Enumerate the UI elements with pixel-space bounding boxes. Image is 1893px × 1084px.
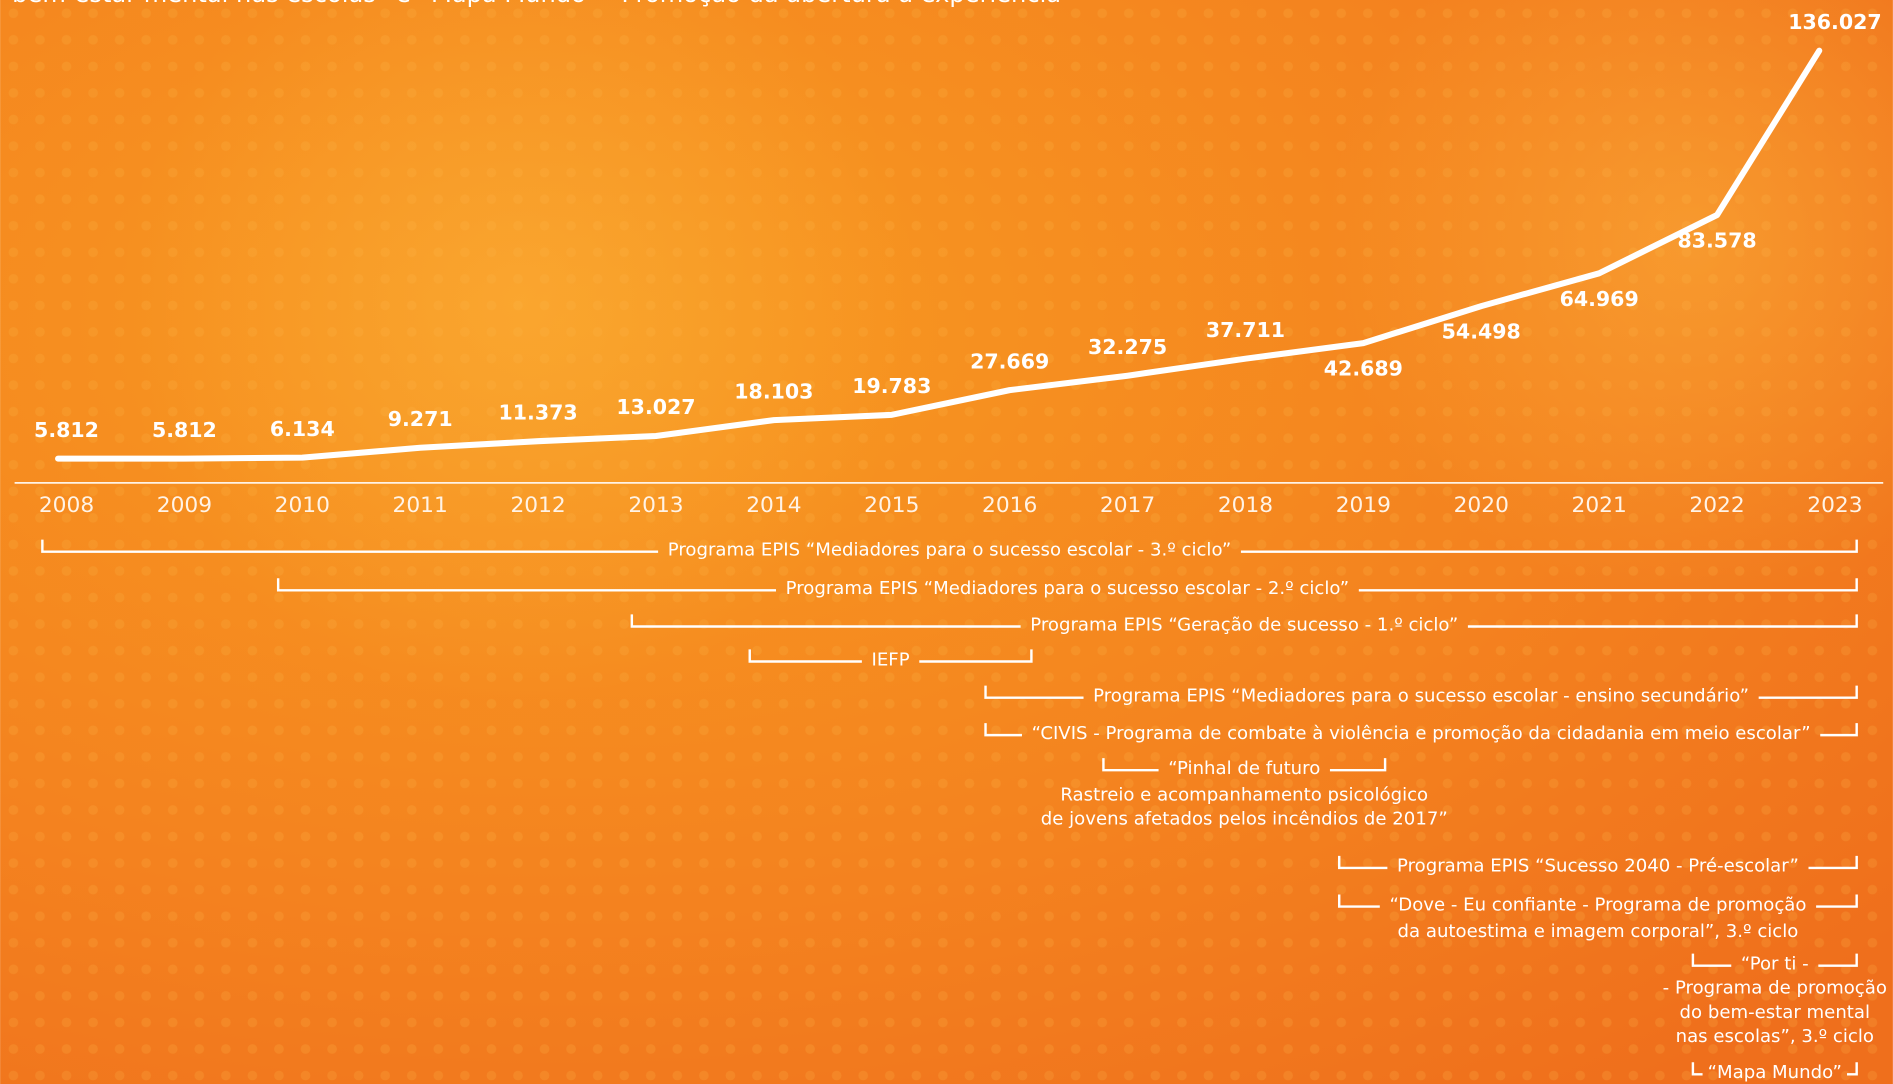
x-tick-label: 2015	[864, 493, 919, 518]
x-tick-label: 2010	[275, 493, 330, 518]
program-label: de jovens afetados pelos incêndios de 20…	[1041, 809, 1448, 830]
x-tick-label: 2020	[1454, 493, 1509, 518]
x-tick-label: 2012	[510, 493, 565, 518]
x-tick-label: 2023	[1807, 493, 1862, 518]
value-label: 42.689	[1324, 357, 1403, 381]
x-tick-label: 2021	[1572, 493, 1627, 518]
x-tick-label: 2019	[1336, 493, 1391, 518]
value-label: 54.498	[1442, 320, 1521, 344]
x-tick-label: 2016	[982, 493, 1037, 518]
x-tick-label: 2009	[157, 493, 212, 518]
value-label: 27.669	[970, 349, 1049, 373]
x-tick-label: 2013	[628, 493, 683, 518]
x-tick-label: 2018	[1218, 493, 1273, 518]
program-label: - Programa de promoção	[1663, 978, 1887, 999]
program-label: Programa EPIS “Mediadores para o sucesso…	[1093, 686, 1749, 707]
program-label: “Pinhal de futuro	[1168, 758, 1320, 779]
x-tick-label: 2022	[1689, 493, 1744, 518]
x-tick-label: 2014	[746, 493, 801, 518]
value-label: 18.103	[734, 379, 813, 403]
x-tick-label: 2008	[39, 493, 94, 518]
value-label: 32.275	[1088, 335, 1167, 359]
program-label: Programa EPIS “Mediadores para o sucesso…	[786, 578, 1350, 599]
value-label: 6.134	[270, 417, 335, 441]
program-label: “CIVIS - Programa de combate à violência…	[1032, 723, 1811, 744]
value-label: 5.812	[34, 418, 99, 442]
program-label: do bem-estar mental	[1680, 1002, 1870, 1023]
program-label: Programa EPIS “Mediadores para o sucesso…	[668, 539, 1231, 560]
program-label: “Por ti -	[1741, 953, 1809, 974]
value-label: 11.373	[499, 400, 578, 424]
value-label: 9.271	[388, 407, 453, 431]
program-label: nas escolas”, 3.º ciclo	[1676, 1026, 1874, 1047]
program-label: Rastreio e acompanhamento psicológico	[1060, 784, 1428, 805]
program-label: “Dove - Eu confiante - Programa de promo…	[1389, 894, 1806, 915]
program-label: da autoestima e imagem corporal”, 3.º ci…	[1398, 921, 1799, 942]
page: {"chart_data": { "type": "line", "subtit…	[0, 0, 1893, 1084]
x-tick-label: 2017	[1100, 493, 1155, 518]
program-label: Programa EPIS “Geração de sucesso - 1.º …	[1030, 614, 1458, 635]
value-label: 5.812	[152, 418, 217, 442]
value-label: 136.027	[1788, 10, 1881, 34]
value-label: 19.783	[852, 374, 931, 398]
program-label: IEFP	[872, 649, 910, 670]
chart: bem-estar mental nas escolas” e “Mapa Mu…	[0, 0, 1893, 1084]
subtitle: bem-estar mental nas escolas” e “Mapa Mu…	[12, 0, 1061, 8]
value-label: 64.969	[1560, 287, 1639, 311]
value-label: 83.578	[1677, 229, 1756, 253]
value-label: 37.711	[1206, 318, 1285, 342]
program-label: “Mapa Mundo”	[1708, 1062, 1842, 1083]
value-label: 13.027	[616, 395, 695, 419]
x-tick-label: 2011	[393, 493, 448, 518]
program-label: Programa EPIS “Sucesso 2040 - Pré-escola…	[1397, 856, 1799, 877]
